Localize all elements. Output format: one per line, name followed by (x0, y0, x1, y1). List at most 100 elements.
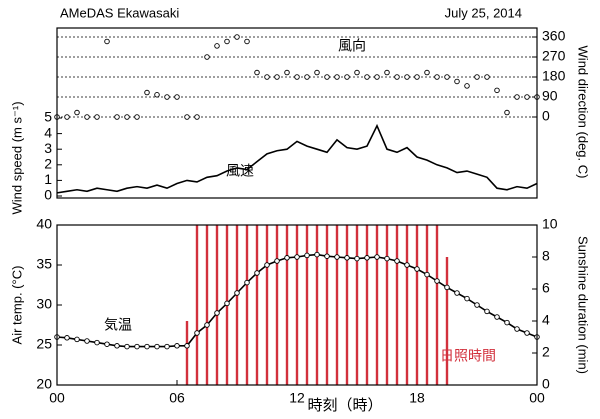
bar (285, 225, 289, 385)
bar (365, 225, 369, 385)
bar (195, 225, 199, 385)
y2-tick-label: 270 (542, 48, 566, 64)
point (184, 114, 190, 120)
y-axis-label: Wind speed (m s⁻¹) (9, 101, 24, 214)
point (394, 258, 400, 264)
point (424, 271, 430, 278)
point (504, 109, 510, 116)
x-tick-label: 18 (409, 390, 425, 406)
series-label: 風向 (338, 38, 366, 54)
point (364, 74, 370, 80)
point (294, 74, 300, 80)
point (224, 300, 230, 307)
point (164, 343, 170, 350)
point (284, 69, 290, 76)
y-tick-label: 3 (44, 140, 52, 156)
series-label: 風速 (226, 163, 254, 179)
point (424, 69, 430, 76)
y2-tick-label: 8 (542, 248, 550, 264)
bar (275, 225, 279, 385)
plot-frame (56, 224, 538, 386)
y-tick-label: 5 (44, 109, 52, 125)
y-tick-label: 20 (36, 376, 52, 392)
point (274, 74, 280, 80)
point (484, 74, 490, 80)
point (344, 255, 350, 261)
point (234, 290, 240, 296)
point (334, 74, 340, 80)
x-tick-label: 06 (169, 390, 185, 406)
point (304, 252, 310, 259)
point (364, 255, 370, 261)
point (144, 343, 150, 350)
point (454, 78, 460, 85)
point (384, 255, 390, 262)
chart-title: AMeDAS Ekawasaki (60, 5, 179, 20)
bar (345, 225, 349, 385)
point (194, 114, 200, 120)
point (284, 255, 290, 261)
point (304, 74, 310, 80)
y-tick-label: 2 (44, 156, 52, 172)
y-tick-label: 1 (44, 171, 52, 187)
point (64, 335, 70, 341)
y-tick-label: 35 (36, 256, 52, 272)
y2-axis-label: Sunshine duration (min) (576, 236, 591, 374)
point (64, 114, 70, 120)
y2-tick-label: 6 (542, 280, 550, 296)
point (94, 339, 100, 346)
point (274, 258, 280, 264)
point (124, 343, 130, 350)
bar (245, 225, 249, 385)
y2-tick-label: 10 (542, 216, 558, 232)
y2-tick-label: 0 (542, 108, 550, 124)
bar (385, 225, 389, 385)
y-tick-label: 25 (36, 336, 52, 352)
point (174, 343, 180, 349)
point (454, 290, 460, 296)
bar (395, 225, 399, 385)
point (204, 54, 210, 60)
bar (375, 225, 379, 385)
point (374, 74, 380, 80)
series-label: 日照時間 (440, 348, 496, 364)
point (134, 114, 140, 120)
y-tick-label: 40 (36, 216, 52, 232)
bar (415, 225, 419, 385)
point (154, 92, 160, 98)
point (504, 319, 510, 326)
point (334, 254, 340, 260)
point (514, 326, 520, 332)
point (414, 266, 420, 272)
y-tick-label: 0 (44, 187, 52, 203)
bar (405, 225, 409, 385)
point (84, 338, 90, 344)
y-tick-label: 4 (44, 124, 52, 140)
bar (265, 225, 269, 385)
point (394, 74, 400, 80)
bar (435, 225, 439, 385)
series-label: 気温 (104, 317, 132, 333)
point (84, 114, 90, 120)
point (104, 341, 110, 347)
point (254, 270, 260, 276)
point (234, 34, 240, 40)
point (404, 262, 410, 268)
point (314, 251, 320, 258)
point (174, 94, 180, 100)
point (324, 253, 330, 259)
point (474, 74, 480, 80)
point (384, 69, 390, 76)
y-axis-label: Air temp. (°C) (9, 266, 24, 345)
bar (325, 225, 329, 385)
point (524, 94, 530, 100)
point (244, 38, 250, 45)
point (214, 43, 220, 49)
point (444, 74, 450, 80)
x-tick-label: 00 (529, 390, 545, 406)
bar (255, 225, 259, 385)
y2-tick-label: 2 (542, 344, 550, 360)
bar (185, 321, 189, 385)
point (494, 87, 500, 94)
